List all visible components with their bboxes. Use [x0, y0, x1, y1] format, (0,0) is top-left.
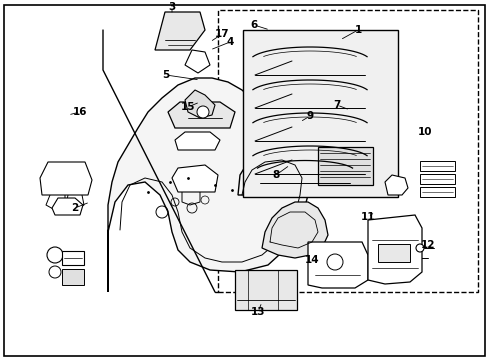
Text: 4: 4	[226, 37, 234, 47]
Text: 8: 8	[272, 170, 280, 180]
Text: 1: 1	[354, 25, 362, 35]
Polygon shape	[172, 165, 218, 192]
Polygon shape	[385, 175, 408, 195]
Polygon shape	[108, 78, 372, 292]
Circle shape	[416, 244, 424, 252]
Bar	[420, 161, 455, 171]
Circle shape	[197, 106, 209, 118]
Bar	[235, 270, 297, 310]
Bar	[378, 244, 410, 262]
Text: 7: 7	[333, 100, 341, 110]
Text: 6: 6	[250, 20, 258, 30]
Text: 16: 16	[73, 107, 87, 117]
Polygon shape	[262, 202, 328, 258]
Bar	[420, 187, 455, 197]
Text: 3: 3	[169, 2, 175, 12]
Polygon shape	[168, 102, 235, 128]
Polygon shape	[185, 90, 215, 118]
Polygon shape	[368, 215, 422, 284]
Bar	[420, 174, 455, 184]
Polygon shape	[52, 198, 83, 215]
Text: 10: 10	[418, 127, 432, 137]
Polygon shape	[155, 12, 205, 50]
Text: 17: 17	[215, 29, 229, 39]
Polygon shape	[308, 242, 368, 288]
Text: 9: 9	[306, 111, 314, 121]
Bar	[62, 251, 84, 265]
Bar	[318, 147, 373, 185]
Bar	[243, 30, 398, 197]
Text: 2: 2	[72, 203, 78, 213]
Text: 14: 14	[305, 255, 319, 265]
Bar	[218, 10, 478, 292]
Polygon shape	[175, 132, 220, 150]
Bar	[62, 269, 84, 285]
Text: 11: 11	[361, 212, 375, 222]
Text: 12: 12	[421, 240, 435, 250]
Circle shape	[327, 254, 343, 270]
Text: 15: 15	[181, 102, 195, 112]
Polygon shape	[40, 162, 92, 195]
Text: 5: 5	[162, 70, 170, 80]
Text: 13: 13	[251, 307, 265, 317]
Polygon shape	[185, 50, 210, 73]
